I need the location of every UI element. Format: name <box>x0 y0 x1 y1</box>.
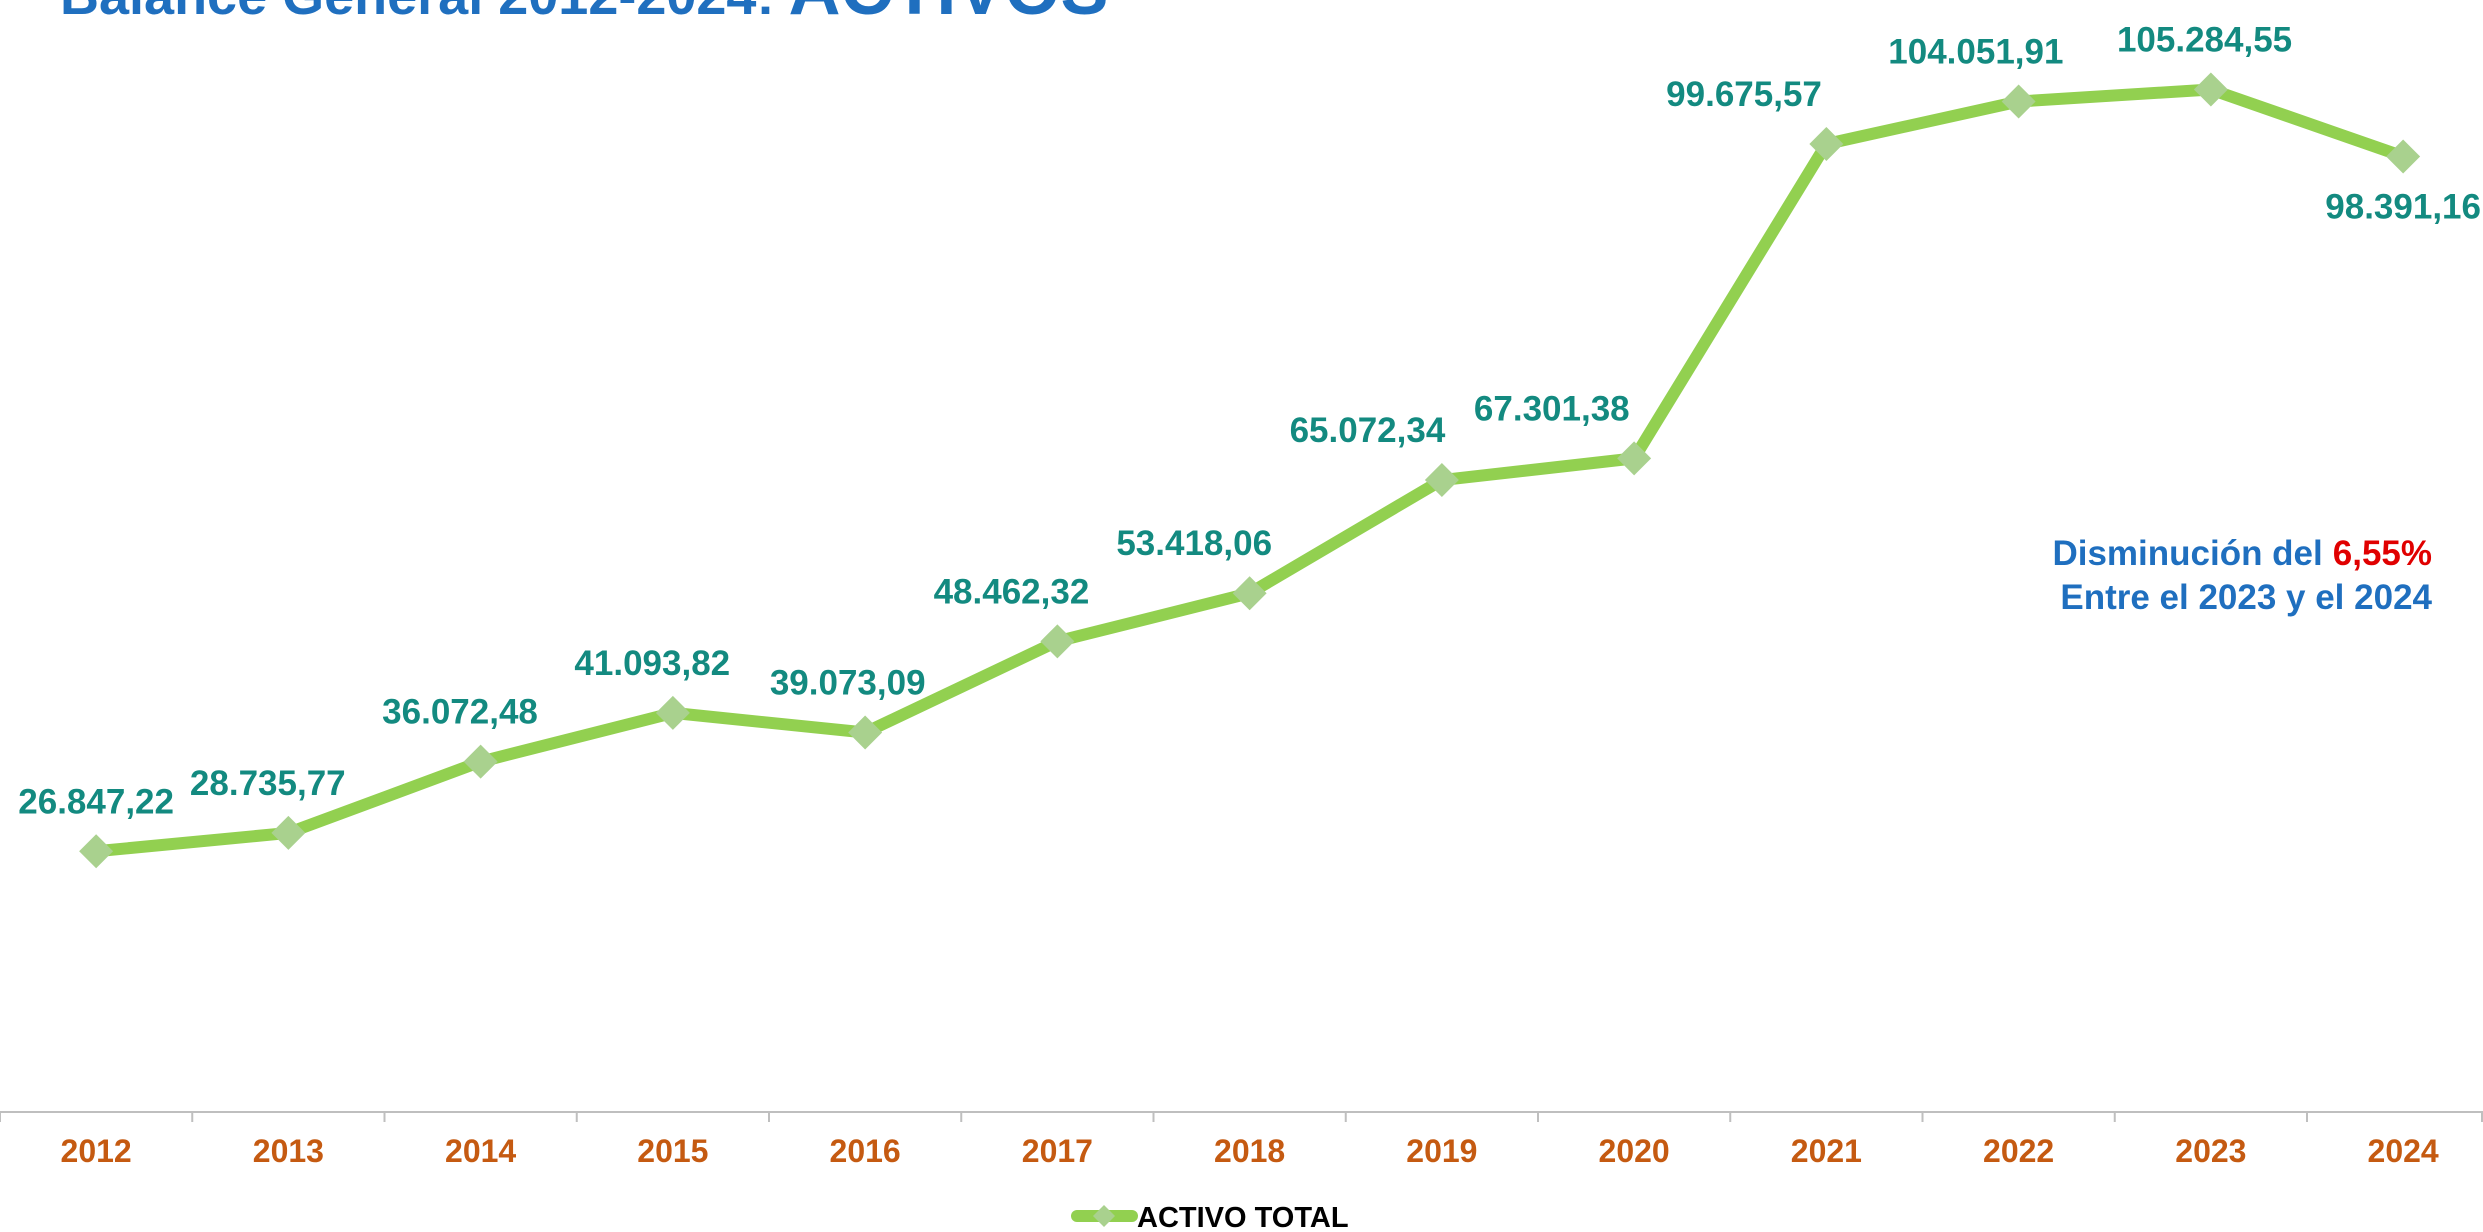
x-tick-label: 2022 <box>1983 1133 2054 1169</box>
data-label: 53.418,06 <box>1116 524 1272 563</box>
legend-marker <box>1093 1205 1115 1227</box>
data-point <box>1040 624 1075 659</box>
data-point <box>848 715 883 750</box>
data-point <box>1232 576 1267 611</box>
annotation-text: Disminución del <box>2052 534 2322 573</box>
data-label: 67.301,38 <box>1474 389 1630 428</box>
x-tick-label: 2017 <box>1022 1133 1093 1169</box>
data-label: 28.735,77 <box>190 764 346 803</box>
x-tick-label: 2021 <box>1791 1133 1862 1169</box>
data-label: 98.391,16 <box>2325 187 2481 226</box>
data-point <box>1617 441 1652 476</box>
x-tick-label: 2016 <box>830 1133 901 1169</box>
x-tick-label: 2015 <box>637 1133 708 1169</box>
legend-label: ACTIVO TOTAL <box>1137 1202 1349 1232</box>
data-label: 39.073,09 <box>770 664 926 703</box>
data-label: 48.462,32 <box>934 572 1090 611</box>
data-point <box>79 834 114 869</box>
x-tick-label: 2023 <box>2175 1133 2246 1169</box>
series-line <box>95 83 2406 858</box>
data-point <box>2001 84 2036 119</box>
data-point <box>1424 463 1459 498</box>
title-emphasis: ACTIVOS <box>788 0 1108 30</box>
data-label: 41.093,82 <box>574 644 730 683</box>
data-point <box>2193 72 2228 107</box>
data-point <box>463 744 498 779</box>
x-tick-label: 2024 <box>2368 1133 2439 1169</box>
x-tick-label: 2020 <box>1599 1133 1670 1169</box>
data-point <box>655 695 690 730</box>
data-label: 36.072,48 <box>382 693 538 732</box>
title-main: Balance General 2012-2024: <box>60 0 774 26</box>
x-tick-label: 2013 <box>253 1133 324 1169</box>
annotation: Disminución del 6,55% <box>2052 534 2432 573</box>
data-point <box>2386 139 2421 174</box>
data-label: 104.051,91 <box>1888 32 2063 71</box>
data-label: 26.847,22 <box>18 782 174 821</box>
x-tick-label: 2019 <box>1406 1133 1477 1169</box>
data-label: 105.284,55 <box>2117 20 2292 59</box>
x-tick-label: 2014 <box>445 1133 516 1169</box>
chart-title: Balance General 2012-2024: ACTIVOS <box>60 0 1108 30</box>
annotation-highlight: 6,55% <box>2333 534 2432 573</box>
data-label: 65.072,34 <box>1290 411 1446 450</box>
annotation-line2: Entre el 2023 y el 2024 <box>2060 578 2432 617</box>
x-tick-label: 2012 <box>61 1133 132 1169</box>
data-point <box>1809 126 1844 161</box>
x-tick-label: 2018 <box>1214 1133 1285 1169</box>
data-point <box>271 815 306 850</box>
data-label: 99.675,57 <box>1666 75 1822 114</box>
